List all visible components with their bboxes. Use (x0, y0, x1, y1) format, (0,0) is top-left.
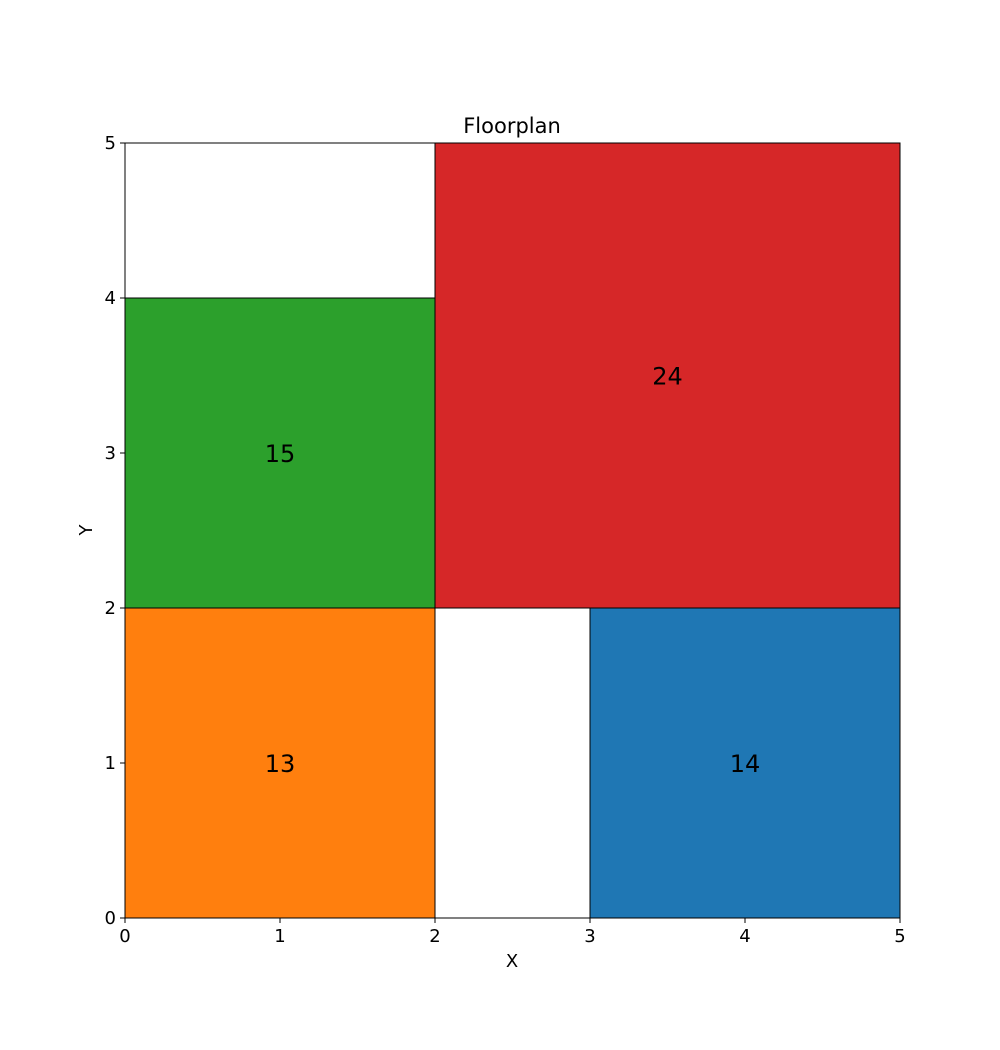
chart-title: Floorplan (463, 114, 561, 138)
x-tick-label: 5 (894, 926, 905, 947)
y-tick-label: 4 (105, 288, 116, 309)
room-label: 15 (265, 440, 296, 468)
x-tick-label: 3 (584, 926, 595, 947)
room-24: 24 (434, 142, 901, 609)
room-13: 13 (124, 607, 436, 919)
x-tick-label: 4 (739, 926, 750, 947)
room-15: 15 (124, 297, 436, 609)
y-axis-label: Y (76, 524, 97, 537)
y-tick-label: 2 (105, 598, 116, 619)
room-rect (589, 607, 901, 919)
x-axis-label: X (506, 951, 518, 972)
room-label: 24 (652, 363, 683, 391)
room-rect (124, 297, 436, 609)
x-tick-label: 0 (119, 926, 130, 947)
room-label: 14 (730, 750, 761, 778)
plot-frame (124, 142, 901, 919)
x-tick-label: 1 (274, 926, 285, 947)
y-tick-label: 0 (105, 908, 116, 929)
x-tick-label: 2 (429, 926, 440, 947)
room-label: 13 (265, 750, 296, 778)
y-tick-label: 5 (105, 133, 116, 154)
room-rect (434, 142, 901, 609)
y-tick-label: 1 (105, 753, 116, 774)
room-rect (124, 607, 436, 919)
ticks-layer: 0 1 2 3 4 5 0 1 2 3 4 5 (105, 133, 906, 947)
room-14: 14 (589, 607, 901, 919)
y-tick-label: 3 (105, 443, 116, 464)
rooms-layer: 13 14 15 24 (124, 142, 901, 919)
